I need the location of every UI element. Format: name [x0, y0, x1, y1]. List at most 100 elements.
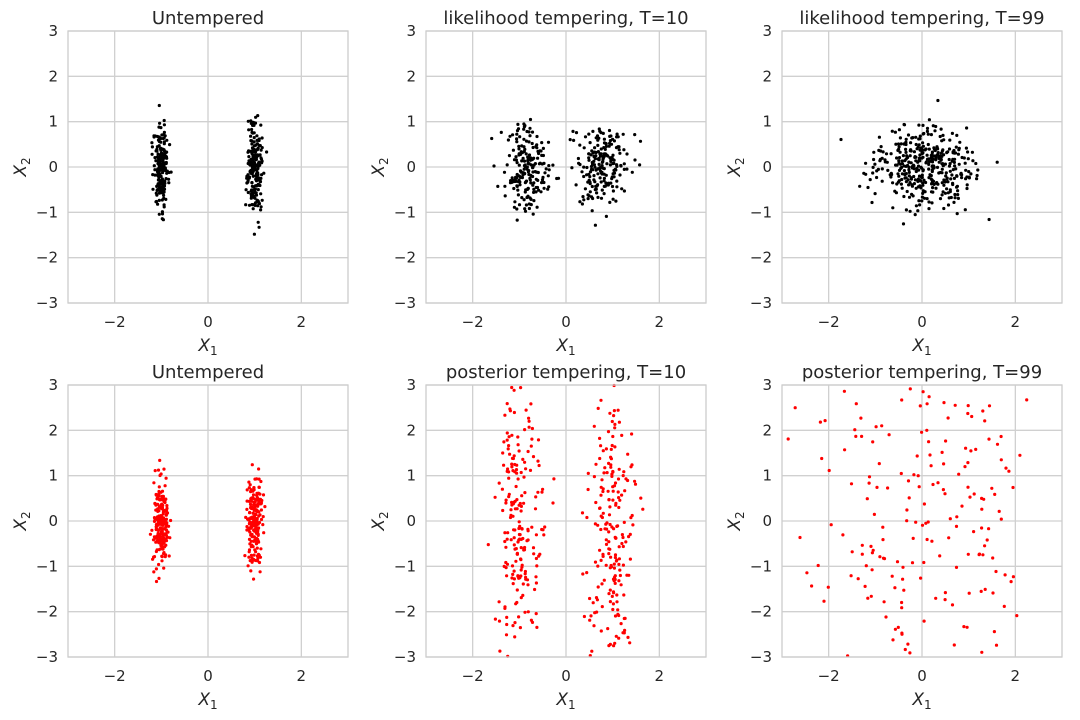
y-tick-label: −3 — [36, 648, 58, 666]
data-point — [604, 173, 608, 177]
data-point — [910, 561, 915, 565]
data-point — [822, 599, 826, 603]
data-point — [926, 132, 930, 136]
data-point — [975, 177, 979, 181]
data-point — [616, 490, 620, 494]
data-point — [887, 433, 891, 437]
data-point — [571, 129, 575, 133]
data-point — [619, 163, 623, 168]
data-point — [580, 202, 585, 206]
data-point — [249, 189, 253, 193]
data-point — [531, 166, 535, 170]
data-point — [514, 468, 519, 472]
data-point — [245, 488, 249, 492]
data-point — [535, 143, 539, 147]
data-point — [880, 424, 884, 428]
data-point — [535, 564, 539, 568]
data-point — [610, 443, 614, 448]
data-point — [251, 493, 256, 497]
data-point — [255, 200, 259, 204]
chart-panel-5: −2 0 2 −3 −2 −1 0 1 2 3 posterior tempering, T=10 X… — [369, 362, 707, 712]
data-point — [930, 150, 935, 154]
data-point — [864, 564, 868, 568]
data-point — [244, 203, 248, 207]
data-point — [263, 505, 267, 509]
data-point — [250, 127, 254, 132]
data-point — [947, 147, 952, 151]
x-tick-label: −2 — [462, 667, 484, 685]
data-point — [259, 508, 263, 512]
y-tick-label: −3 — [750, 294, 772, 312]
data-point — [250, 152, 254, 156]
data-point — [869, 594, 873, 598]
y-tick-label: 3 — [48, 22, 58, 40]
data-point — [531, 455, 536, 459]
data-point — [593, 560, 598, 564]
data-point — [604, 142, 608, 146]
data-point — [604, 522, 608, 526]
y-tick-label: −3 — [750, 648, 772, 666]
data-point — [533, 587, 537, 592]
data-point — [155, 497, 159, 501]
data-point — [503, 194, 507, 198]
data-point — [165, 506, 169, 510]
data-point — [871, 548, 875, 552]
data-point — [925, 402, 929, 406]
data-point — [251, 207, 255, 211]
data-point — [615, 593, 619, 597]
data-point — [516, 180, 521, 184]
data-point — [905, 519, 909, 523]
data-point — [248, 530, 252, 534]
data-point — [582, 174, 586, 179]
data-point — [912, 182, 917, 186]
data-point — [257, 467, 261, 471]
data-point — [950, 603, 955, 607]
data-point — [523, 491, 527, 495]
data-point — [941, 488, 946, 492]
data-point — [583, 135, 588, 139]
data-point — [609, 555, 613, 559]
data-point — [160, 156, 164, 160]
y-tick-label: 2 — [48, 67, 58, 85]
data-point — [513, 200, 517, 204]
data-point — [849, 574, 853, 578]
data-point — [921, 191, 925, 195]
data-point — [511, 528, 516, 532]
x-tick-label: 2 — [655, 667, 665, 685]
data-point — [159, 506, 163, 510]
data-point — [159, 191, 164, 195]
data-point — [541, 487, 545, 491]
data-point — [522, 198, 526, 202]
data-point — [257, 137, 261, 141]
y-tick-label: 0 — [406, 512, 416, 530]
data-point — [527, 206, 532, 211]
data-point — [913, 155, 917, 159]
data-point — [534, 581, 539, 585]
data-point — [260, 159, 264, 163]
data-point — [593, 188, 597, 192]
data-point — [589, 614, 593, 618]
data-point — [596, 564, 600, 568]
data-point — [614, 634, 618, 638]
data-point — [592, 624, 596, 628]
data-point — [498, 649, 502, 653]
data-point — [633, 133, 637, 137]
data-point — [922, 619, 926, 623]
data-point — [908, 387, 912, 391]
data-point — [158, 121, 162, 125]
data-point — [159, 522, 163, 526]
data-point — [164, 155, 168, 159]
data-point — [161, 516, 166, 520]
data-point — [526, 194, 530, 198]
data-point — [908, 181, 912, 185]
data-point — [985, 538, 989, 542]
data-point — [601, 157, 605, 161]
data-point — [820, 456, 824, 461]
data-point — [1011, 575, 1016, 579]
data-point — [252, 486, 256, 490]
data-point — [878, 555, 882, 559]
data-point — [582, 198, 586, 202]
data-point — [249, 569, 253, 573]
data-point — [956, 189, 960, 193]
